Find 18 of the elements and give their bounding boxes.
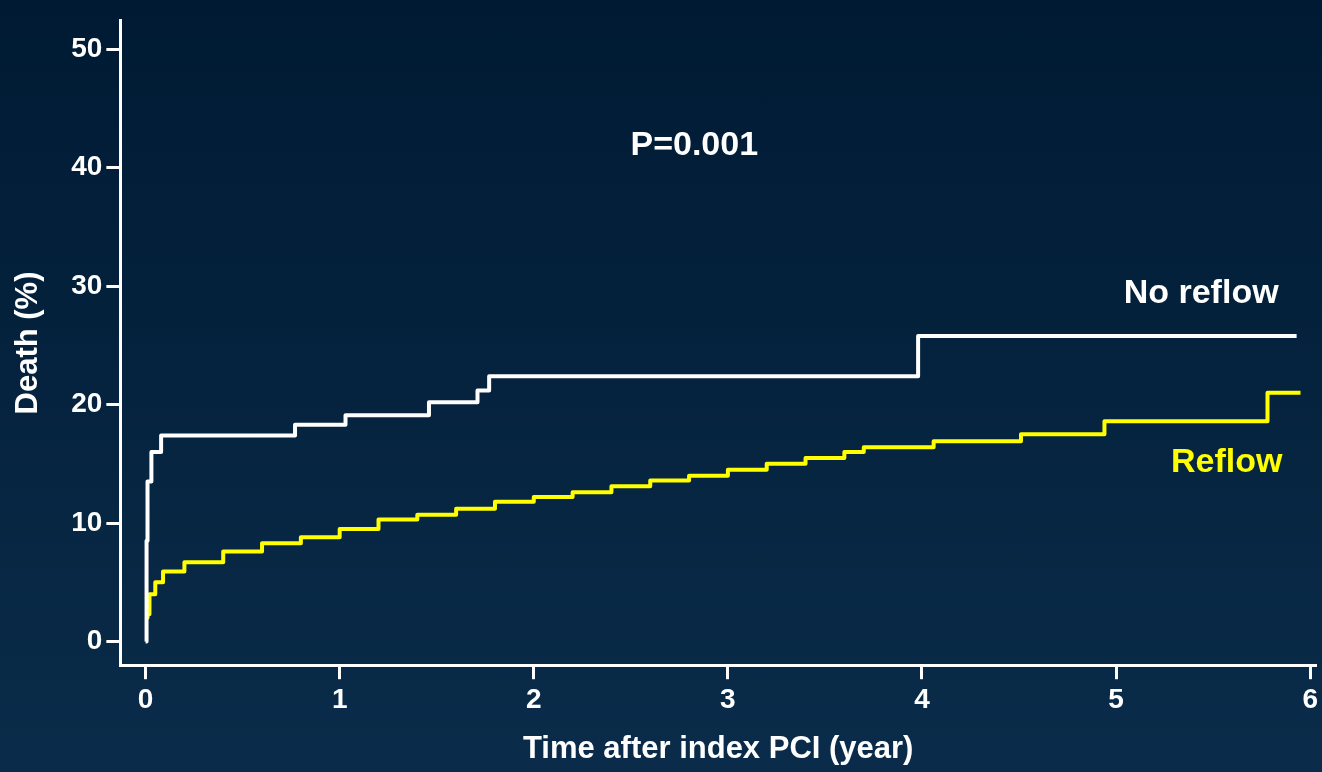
y-tick-label: 50 xyxy=(71,31,103,63)
series-label: Reflow xyxy=(1171,441,1284,480)
x-tick-label: 1 xyxy=(331,682,348,714)
y-tick-label: 0 xyxy=(86,624,103,656)
x-axis-title: Time after index PCI (year) xyxy=(522,729,914,765)
y-tick-label: 20 xyxy=(71,387,103,419)
y-axis-title: Death (%) xyxy=(9,271,45,415)
x-tick-label: 2 xyxy=(526,682,542,714)
x-tick-label: 4 xyxy=(914,682,931,714)
y-tick-label: 30 xyxy=(71,268,103,300)
series-label: No reflow xyxy=(1123,272,1280,311)
x-tick-label: 3 xyxy=(720,682,736,714)
y-tick-label: 40 xyxy=(71,150,103,182)
x-tick-label: 6 xyxy=(1302,682,1318,714)
y-tick-label: 10 xyxy=(71,505,103,537)
x-tick-label: 0 xyxy=(137,682,154,714)
annotation: P=0.001 xyxy=(630,124,759,163)
x-tick-label: 5 xyxy=(1108,682,1124,714)
